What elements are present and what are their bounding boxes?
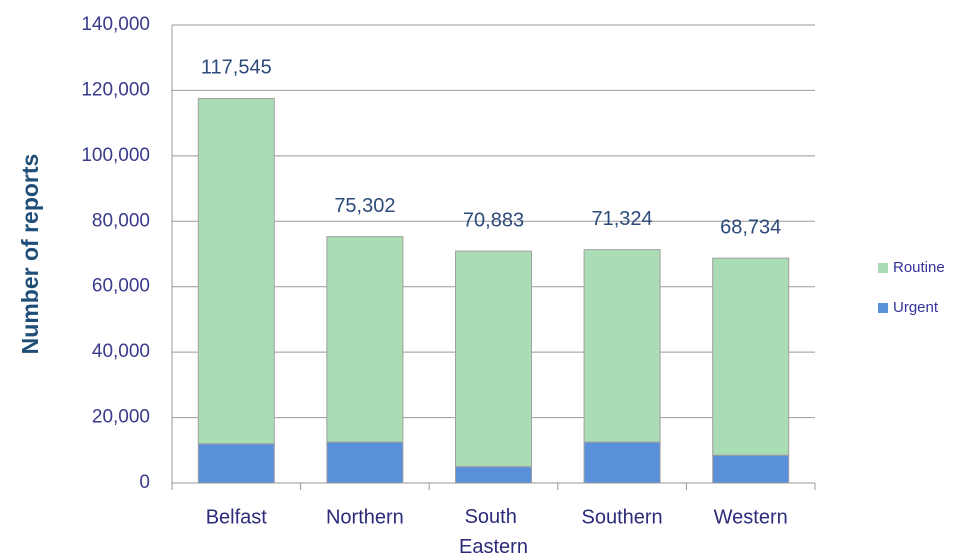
total-label: 75,302	[334, 195, 395, 217]
bar-segment	[583, 441, 661, 484]
y-tick-label: 80,000	[92, 210, 150, 231]
y-tick-label: 20,000	[92, 407, 150, 428]
bar-segment	[455, 466, 532, 484]
bar-segment	[326, 441, 404, 484]
y-axis-label: Number of reports	[17, 154, 43, 355]
y-tick-label: 40,000	[92, 341, 150, 362]
total-label: 70,883	[463, 209, 524, 231]
bar-segment	[712, 257, 790, 456]
y-tick-label: 120,000	[81, 79, 150, 100]
total-label: 68,734	[720, 216, 781, 238]
x-tick-label: Belfast	[206, 506, 268, 528]
x-tick-label: South Eastern	[459, 506, 528, 556]
bar-segment	[197, 97, 275, 445]
y-tick-label: 0	[139, 472, 150, 493]
x-tick-label: Southern	[582, 506, 663, 528]
legend-label: Routine	[893, 259, 945, 276]
bar-segment	[326, 236, 404, 443]
y-tick-label: 140,000	[81, 14, 150, 35]
legend-swatch	[878, 263, 888, 273]
bar-segment	[197, 443, 275, 484]
total-label: 117,545	[201, 57, 272, 79]
bar-segment	[583, 249, 661, 443]
y-tick-label: 60,000	[92, 276, 150, 297]
x-tick-label: Western	[714, 506, 788, 528]
bar-segment	[712, 454, 790, 484]
bar-segment	[455, 250, 532, 468]
y-tick-label: 100,000	[81, 145, 150, 166]
total-label: 71,324	[592, 208, 653, 230]
x-tick-label: Northern	[326, 506, 404, 528]
legend-label: Urgent	[893, 299, 939, 316]
legend-swatch	[878, 303, 888, 313]
